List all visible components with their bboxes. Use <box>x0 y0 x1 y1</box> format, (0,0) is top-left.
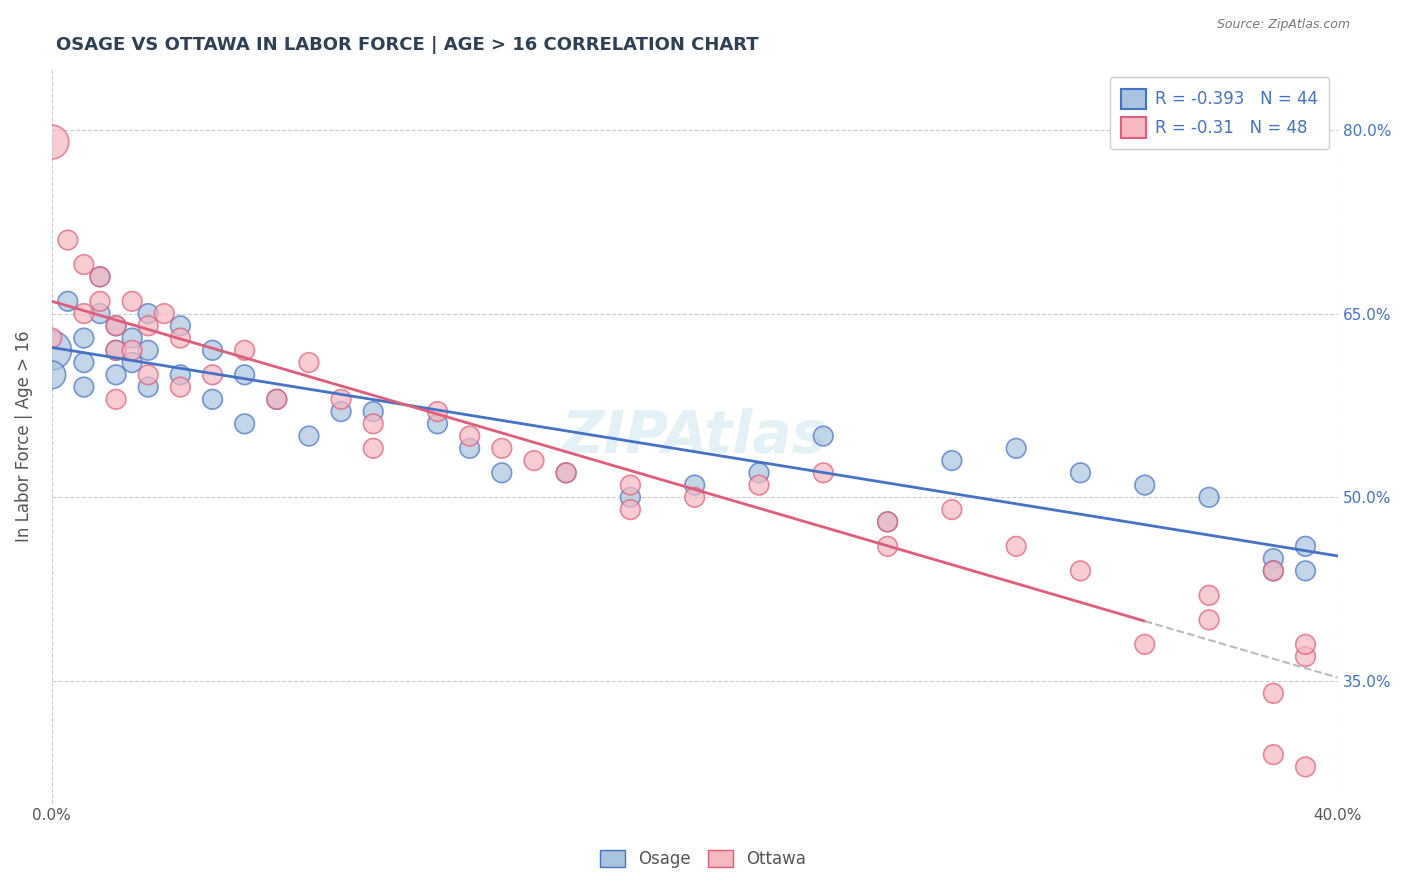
Point <box>41 135 63 149</box>
Point <box>169 318 191 333</box>
Point <box>233 343 256 358</box>
Text: Source: ZipAtlas.com: Source: ZipAtlas.com <box>1216 18 1350 31</box>
Point <box>426 404 449 418</box>
Point <box>201 392 224 407</box>
Point <box>1263 564 1285 578</box>
Text: ZIPAtlas: ZIPAtlas <box>562 408 827 465</box>
Point <box>683 491 706 505</box>
Point <box>491 442 513 456</box>
Point <box>169 368 191 382</box>
Point <box>1295 564 1317 578</box>
Point <box>121 331 143 345</box>
Point <box>233 368 256 382</box>
Point <box>1263 747 1285 762</box>
Point <box>73 380 96 394</box>
Point <box>619 491 641 505</box>
Point <box>169 380 191 394</box>
Point <box>683 478 706 492</box>
Legend: R = -0.393   N = 44, R = -0.31   N = 48: R = -0.393 N = 44, R = -0.31 N = 48 <box>1109 77 1329 149</box>
Point <box>941 502 963 516</box>
Text: OSAGE VS OTTAWA IN LABOR FORCE | AGE > 16 CORRELATION CHART: OSAGE VS OTTAWA IN LABOR FORCE | AGE > 1… <box>56 36 759 54</box>
Point <box>105 343 128 358</box>
Point <box>1263 564 1285 578</box>
Point <box>89 269 111 284</box>
Point <box>169 331 191 345</box>
Point <box>1295 760 1317 774</box>
Point <box>1133 478 1156 492</box>
Point <box>361 417 384 431</box>
Point <box>426 417 449 431</box>
Point <box>1263 551 1285 566</box>
Point <box>136 368 159 382</box>
Point <box>121 355 143 369</box>
Point <box>1198 613 1220 627</box>
Point <box>876 539 898 553</box>
Point <box>89 307 111 321</box>
Point <box>73 307 96 321</box>
Point <box>121 343 143 358</box>
Point <box>748 466 770 480</box>
Point <box>619 502 641 516</box>
Point <box>56 233 79 247</box>
Point <box>201 343 224 358</box>
Point <box>1198 491 1220 505</box>
Point <box>89 269 111 284</box>
Point <box>105 343 128 358</box>
Point <box>748 478 770 492</box>
Point <box>876 515 898 529</box>
Point <box>330 404 353 418</box>
Point <box>73 331 96 345</box>
Point <box>56 294 79 309</box>
Legend: Osage, Ottawa: Osage, Ottawa <box>593 843 813 875</box>
Point <box>136 343 159 358</box>
Point <box>619 478 641 492</box>
Point <box>105 318 128 333</box>
Point <box>458 442 481 456</box>
Point <box>1133 637 1156 651</box>
Point <box>1198 588 1220 602</box>
Point <box>298 355 321 369</box>
Point <box>153 307 176 321</box>
Point <box>233 417 256 431</box>
Point <box>73 258 96 272</box>
Point <box>266 392 288 407</box>
Point <box>361 442 384 456</box>
Point <box>1005 539 1028 553</box>
Point <box>298 429 321 443</box>
Point <box>555 466 578 480</box>
Point <box>41 343 63 358</box>
Point <box>361 404 384 418</box>
Point <box>136 318 159 333</box>
Point <box>491 466 513 480</box>
Point <box>813 466 835 480</box>
Point <box>73 355 96 369</box>
Point <box>1005 442 1028 456</box>
Point <box>1295 539 1317 553</box>
Point <box>1069 466 1091 480</box>
Point <box>523 453 546 467</box>
Point <box>555 466 578 480</box>
Point <box>1069 564 1091 578</box>
Point <box>89 294 111 309</box>
Point <box>458 429 481 443</box>
Point <box>1295 649 1317 664</box>
Point <box>266 392 288 407</box>
Point <box>813 429 835 443</box>
Point <box>1295 637 1317 651</box>
Point <box>876 515 898 529</box>
Point <box>941 453 963 467</box>
Point <box>105 368 128 382</box>
Y-axis label: In Labor Force | Age > 16: In Labor Force | Age > 16 <box>15 330 32 541</box>
Point <box>105 318 128 333</box>
Point <box>330 392 353 407</box>
Point <box>136 307 159 321</box>
Point <box>121 294 143 309</box>
Point <box>136 380 159 394</box>
Point <box>105 392 128 407</box>
Point <box>41 368 63 382</box>
Point <box>41 331 63 345</box>
Point <box>1263 686 1285 700</box>
Point <box>201 368 224 382</box>
